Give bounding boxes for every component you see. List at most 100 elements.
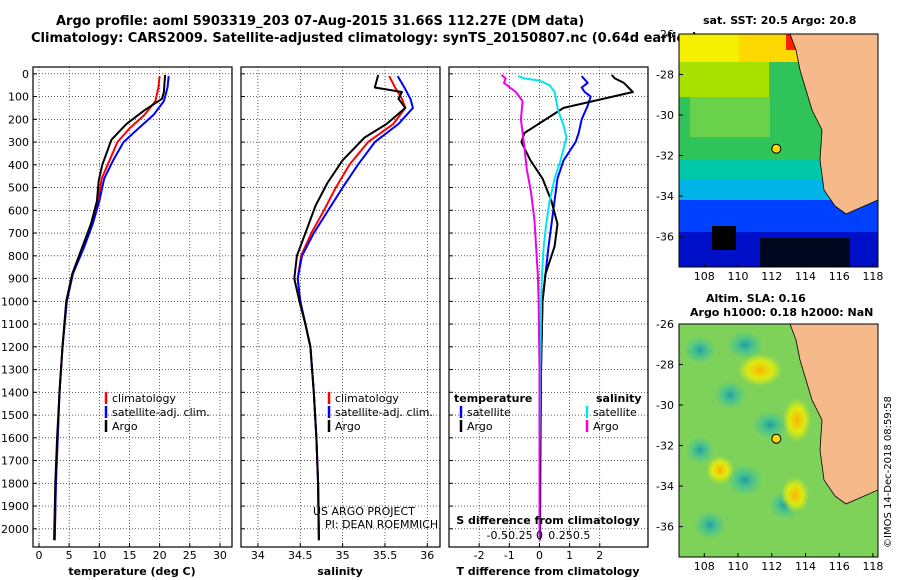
depth-tick-label: 800	[8, 250, 29, 263]
map-x-tick-label: 118	[862, 270, 883, 283]
map-x-tick-label: 110	[728, 560, 749, 573]
x-tick-label: 2	[596, 549, 603, 562]
temperature-lines	[53, 74, 170, 541]
x-tick-label: 10	[92, 549, 106, 562]
salinity-legend: climatology satellite-adj. clim. Argo	[327, 392, 433, 433]
map-y-tick-label: -36	[656, 231, 674, 244]
upper-tick-label: -0.5	[487, 529, 508, 542]
salinity-x-ticks: 34 34.5 35 35.5 36	[251, 549, 434, 562]
depth-tick-label: 1700	[1, 455, 29, 468]
x-tick-label: 1	[566, 549, 573, 562]
x-tick-label: 36	[420, 549, 434, 562]
legend-t-satellite: satellite	[467, 406, 511, 419]
difference-upper-label: S difference from climatology	[456, 514, 640, 527]
map-y-tick-label: -30	[656, 109, 674, 122]
temperature-axes-box	[32, 66, 233, 548]
x-tick-label: -2	[474, 549, 485, 562]
difference-panel: -2 -1 0 1 2 -0.5-0.25 0 0.25 0.5 T difference f…	[448, 66, 649, 578]
map-x-tick-label: 116	[829, 270, 850, 283]
map-x-tick-label: 116	[829, 560, 850, 573]
series-line-t-argo	[520, 74, 634, 541]
depth-tick-label: 1600	[1, 432, 29, 445]
x-tick-label: 30	[213, 549, 227, 562]
x-tick-label: 5	[66, 549, 73, 562]
sla-map-title1: Altim. SLA: 0.16	[706, 292, 806, 305]
salinity-axes-box	[240, 66, 441, 548]
series-line-s-satellite	[517, 75, 568, 541]
x-tick-label: -1	[504, 549, 515, 562]
figure-title-line2: Climatology: CARS2009. Satellite-adjuste…	[31, 31, 698, 46]
sla-map-field	[679, 324, 878, 557]
map-y-tick-label: -26	[656, 28, 674, 41]
map-y-tick-label: -28	[656, 359, 674, 372]
series-line-climatology	[53, 75, 161, 541]
x-tick-label: 34.5	[288, 549, 313, 562]
series-line-s-argo	[500, 74, 541, 541]
depth-tick-label: 1300	[1, 364, 29, 377]
depth-tick-label: 2000	[1, 523, 29, 536]
depth-tick-label: 500	[8, 182, 29, 195]
depth-tick-label: 1000	[1, 295, 29, 308]
x-tick-label: 20	[153, 549, 167, 562]
temperature-grid	[33, 67, 232, 547]
depth-tick-label: 1800	[1, 477, 29, 490]
salinity-difference-ticks: -0.5-0.25 0 0.25 0.5	[487, 529, 591, 542]
credit-project: US ARGO PROJECT	[313, 505, 415, 518]
depth-ticks: 0 100 200 300 400 500 600 700 800 900 1000 1100 1200…	[1, 68, 29, 536]
difference-legend: temperature salinity satellite Argo sate…	[454, 392, 642, 433]
sst-map-title: sat. SST: 20.5 Argo: 20.8	[703, 14, 856, 27]
depth-tick-label: 200	[8, 113, 29, 126]
legend-t-argo: Argo	[467, 420, 493, 433]
sla-map-frame	[678, 323, 879, 558]
legend-s-satellite: satellite	[593, 406, 637, 419]
difference-axes-box	[448, 66, 649, 548]
map-x-tick-label: 108	[694, 270, 715, 283]
series-line-climatology	[296, 75, 407, 541]
x-tick-label: 0	[36, 549, 43, 562]
difference-grid	[449, 67, 648, 547]
upper-tick-label: 0.25	[548, 529, 573, 542]
series-line-argo	[293, 74, 407, 541]
depth-tick-label: 100	[8, 91, 29, 104]
map-x-tick-label: 118	[862, 560, 883, 573]
map-y-tick-label: -34	[656, 190, 674, 203]
sla-map-ticks: 108 110 112 114 116 118 -26 -28 -30 -32 -34 -36	[656, 318, 883, 573]
imos-stamp: ©IMOS 14-Dec-2018 08:59:58	[883, 396, 894, 548]
legend-satellite: satellite-adj. clim.	[335, 406, 433, 419]
depth-tick-label: 0	[22, 68, 29, 81]
sst-map-field	[679, 34, 878, 267]
series-line-satellite-adj-clim-	[53, 75, 170, 541]
x-tick-label: 34	[251, 549, 265, 562]
depth-tick-label: 1100	[1, 318, 29, 331]
map-x-tick-label: 112	[761, 270, 782, 283]
x-tick-label: 0	[536, 549, 543, 562]
x-tick-label: 35	[336, 549, 350, 562]
legend-s-argo: Argo	[593, 420, 619, 433]
x-tick-label: 25	[183, 549, 197, 562]
map-x-tick-label: 108	[694, 560, 715, 573]
map-x-tick-label: 114	[795, 560, 816, 573]
temperature-legend: climatology satellite-adj. clim. Argo	[104, 392, 210, 433]
temperature-x-ticks: 0 5 10 15 20 25 30	[36, 549, 227, 562]
float-marker	[771, 433, 782, 444]
legend-argo: Argo	[335, 420, 361, 433]
series-line-argo	[53, 74, 167, 541]
map-y-tick-label: -34	[656, 480, 674, 493]
depth-tick-label: 700	[8, 227, 29, 240]
legend-climatology: climatology	[112, 392, 176, 405]
map-y-tick-label: -32	[656, 150, 674, 163]
temperature-xlabel: temperature (deg C)	[68, 565, 195, 578]
depth-tick-label: 1500	[1, 409, 29, 422]
depth-tick-label: 300	[8, 136, 29, 149]
legend-salinity-title: salinity	[596, 392, 642, 405]
map-x-tick-label: 110	[728, 270, 749, 283]
legend-temperature-title: temperature	[454, 392, 532, 405]
map-y-tick-label: -36	[656, 521, 674, 534]
depth-tick-label: 1200	[1, 341, 29, 354]
map-y-tick-label: -28	[656, 69, 674, 82]
sst-map-ticks: 108 110 112 114 116 118 -26 -28 -30 -32 -34 -36	[656, 28, 883, 283]
credit-pi: PI: DEAN ROEMMICH	[325, 518, 438, 531]
upper-tick-label: 0.5	[573, 529, 591, 542]
legend-climatology: climatology	[335, 392, 399, 405]
legend-argo: Argo	[112, 420, 138, 433]
